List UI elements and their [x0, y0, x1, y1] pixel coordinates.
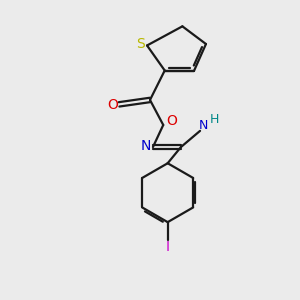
Text: O: O — [107, 98, 118, 112]
Text: S: S — [136, 37, 145, 51]
Text: N: N — [140, 140, 151, 154]
Text: O: O — [166, 114, 177, 128]
Text: I: I — [166, 240, 170, 254]
Text: N: N — [199, 119, 208, 132]
Text: H: H — [209, 113, 219, 126]
